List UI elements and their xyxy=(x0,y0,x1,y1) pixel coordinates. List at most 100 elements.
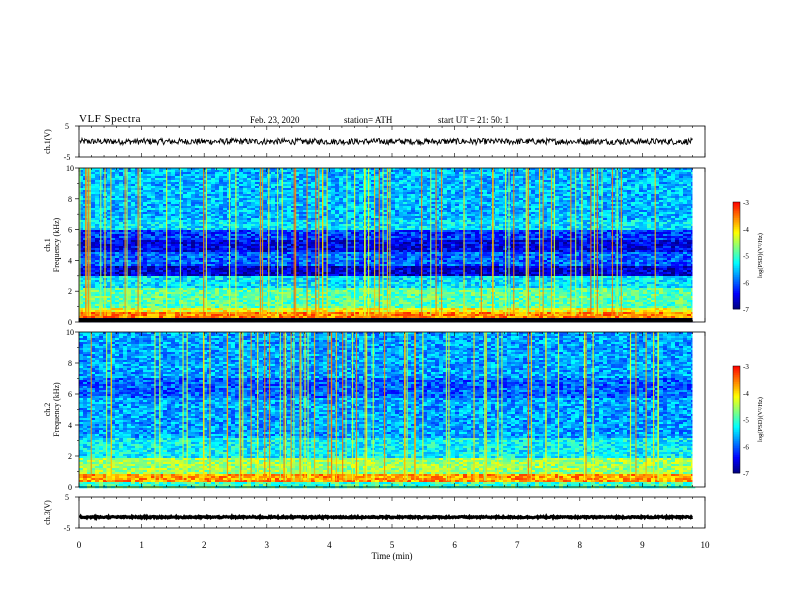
spectrogram-cell xyxy=(635,208,639,210)
spectrogram-cell xyxy=(519,204,523,206)
spectrogram-cell xyxy=(311,216,315,218)
spectrogram-cell xyxy=(515,208,519,210)
spectrogram-cell xyxy=(407,198,411,200)
spectrogram-cell xyxy=(127,178,131,180)
spectrogram-cell xyxy=(355,190,359,192)
spectrogram-cell xyxy=(207,186,211,188)
spectrogram-cell xyxy=(535,196,539,198)
spectrogram-cell xyxy=(127,196,131,198)
spectrogram-cell xyxy=(455,170,459,172)
spectrogram-cell xyxy=(571,224,575,226)
spectrogram-cell xyxy=(583,190,587,192)
spectrogram-cell xyxy=(355,196,359,198)
spectrogram-cell xyxy=(511,212,515,214)
spectrogram-cell xyxy=(311,228,315,230)
spectrogram-cell xyxy=(579,214,583,216)
spectrogram-cell xyxy=(415,200,419,202)
spectrogram-cell xyxy=(511,196,515,198)
spectrogram-cell xyxy=(647,208,651,210)
spectrogram-cell xyxy=(687,206,691,208)
spectrogram-cell xyxy=(311,186,315,188)
spectrogram-cell xyxy=(607,192,611,194)
spectrogram-cell xyxy=(535,198,539,200)
spectrogram-cell xyxy=(519,188,523,190)
spectrogram-cell xyxy=(499,186,503,188)
spectrogram-cell xyxy=(627,186,631,188)
spectrogram-cell xyxy=(215,192,219,194)
spectrogram-cell xyxy=(347,190,351,192)
spectrogram-cell xyxy=(287,174,291,176)
spectrogram-cell xyxy=(663,190,667,192)
spectrogram-cell xyxy=(515,180,519,182)
spectrogram-cell xyxy=(339,206,343,208)
spectrogram-cell xyxy=(251,202,255,204)
spectrogram-cell xyxy=(199,216,203,218)
spectrogram-cell xyxy=(119,206,123,208)
spectrogram-cell xyxy=(627,208,631,210)
spectrogram-cell xyxy=(511,192,515,194)
spectrogram-cell xyxy=(247,224,251,226)
spectrogram-cell xyxy=(635,190,639,192)
spectrogram-cell xyxy=(187,178,191,180)
spectrogram-cell xyxy=(459,182,463,184)
spectrogram-cell xyxy=(643,198,647,200)
spectrogram-cell xyxy=(223,214,227,216)
spectrogram-cell xyxy=(467,172,471,174)
spectrogram-cell xyxy=(443,190,447,192)
spectrogram-cell xyxy=(639,216,643,218)
spectrogram-cell xyxy=(407,220,411,222)
spectrogram-cell xyxy=(431,214,435,216)
spectrogram-cell xyxy=(495,218,499,220)
spectrogram-cell xyxy=(155,190,159,192)
spectrogram-cell xyxy=(331,184,335,186)
spectrogram-cell xyxy=(331,176,335,178)
spectrogram-cell xyxy=(407,182,411,184)
spectrogram-cell xyxy=(159,220,163,222)
spectrogram-cell xyxy=(611,184,615,186)
y-axis-label: ch.1(V) xyxy=(43,129,52,154)
spectrogram-cell xyxy=(375,224,379,226)
spectrogram-cell xyxy=(459,198,463,200)
spectrogram-cell xyxy=(335,224,339,226)
spectrogram-cell xyxy=(603,218,607,220)
spectrogram-cell xyxy=(131,204,135,206)
spectrogram-cell xyxy=(251,188,255,190)
spectrogram-cell xyxy=(95,216,99,218)
spectrogram-cell xyxy=(395,206,399,208)
spectrogram-cell xyxy=(191,200,195,202)
spectrogram-cell xyxy=(643,222,647,224)
spectrogram-cell xyxy=(403,184,407,186)
spectrogram-cell xyxy=(547,200,551,202)
spectrogram-cell xyxy=(559,202,563,204)
spectrogram-cell xyxy=(391,216,395,218)
spectrogram-cell xyxy=(631,204,635,206)
spectrogram-cell xyxy=(407,226,411,228)
spectrogram-cell xyxy=(659,192,663,194)
spectrogram-cell xyxy=(155,212,159,214)
spectrogram-cell xyxy=(143,204,147,206)
spectrogram-cell xyxy=(627,180,631,182)
spectrogram-cell xyxy=(659,222,663,224)
spectrogram-cell xyxy=(159,224,163,226)
spectrogram-cell xyxy=(175,226,179,228)
spectrogram-cell xyxy=(511,216,515,218)
spectrogram-cell xyxy=(239,196,243,198)
spectrogram-cell xyxy=(495,192,499,194)
spectrogram-cell xyxy=(483,214,487,216)
spectrogram-cell xyxy=(399,180,403,182)
spectrogram-cell xyxy=(91,174,95,176)
spectrogram-cell xyxy=(143,194,147,196)
spectrogram-cell xyxy=(607,174,611,176)
spectrogram-cell xyxy=(607,228,611,230)
spectrogram-cell xyxy=(131,226,135,228)
spectrogram-cell xyxy=(431,196,435,198)
spectrogram-cell xyxy=(611,212,615,214)
spectrogram-cell xyxy=(571,172,575,174)
spectrogram-cell xyxy=(527,176,531,178)
spectrogram-cell xyxy=(147,200,151,202)
spectrogram-cell xyxy=(671,218,675,220)
spectrogram-cell xyxy=(239,230,243,232)
spectrogram-cell xyxy=(339,226,343,228)
spectrogram-cell xyxy=(515,204,519,206)
spectrogram-cell xyxy=(607,198,611,200)
